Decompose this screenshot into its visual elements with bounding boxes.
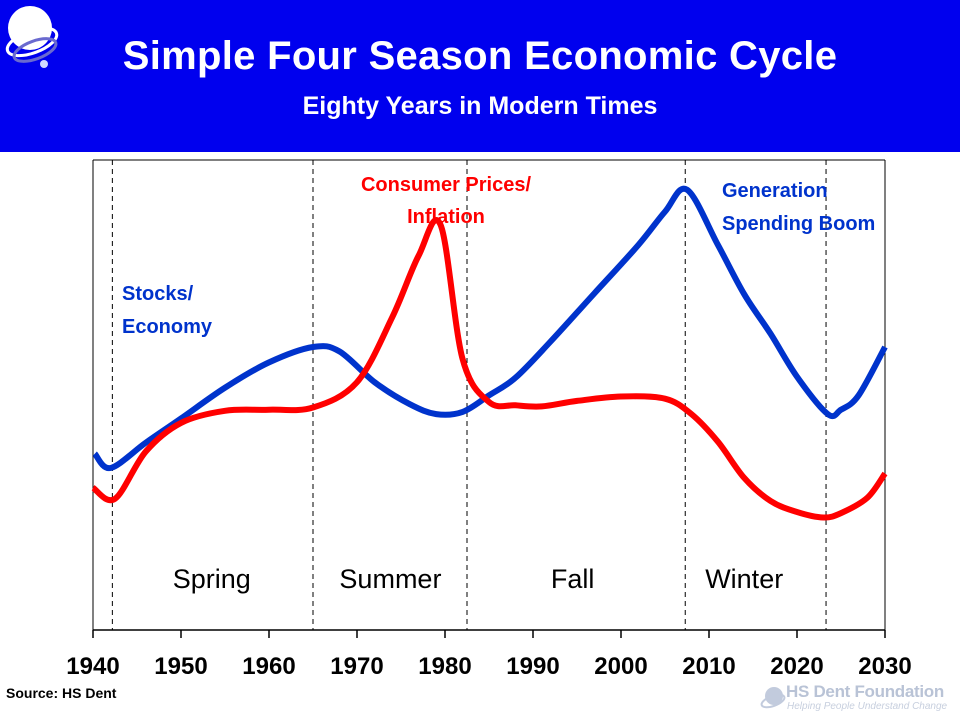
globe-logo-icon — [5, 6, 59, 68]
x-tick-label: 2000 — [594, 653, 647, 680]
x-tick-label: 1960 — [242, 653, 295, 680]
x-tick-label: 1970 — [330, 653, 383, 680]
annotation-line: Spending Boom — [722, 213, 875, 235]
page-subtitle: Eighty Years in Modern Times — [302, 92, 658, 120]
x-tick-label: 1980 — [418, 653, 471, 680]
x-tick-label: 2030 — [858, 653, 911, 680]
season-label: Summer — [339, 564, 441, 594]
annotation-line: Consumer Prices/ — [361, 174, 532, 196]
x-tick-label: 2020 — [770, 653, 823, 680]
hs-dent-foundation-logo: HS Dent Foundation Helping People Unders… — [760, 682, 956, 716]
season-label: Fall — [551, 564, 595, 594]
logo-tagline: Helping People Understand Change — [787, 701, 948, 712]
x-tick-label: 1940 — [66, 653, 119, 680]
season-label: Spring — [173, 564, 251, 594]
annotation-line: Economy — [122, 316, 213, 338]
annotation-line: Inflation — [407, 206, 485, 228]
annotation-consumer-prices-inflation: Consumer Prices/Inflation — [361, 174, 532, 228]
season-label: Winter — [705, 564, 783, 594]
annotation-line: Generation — [722, 180, 828, 202]
source-note: Source: HS Dent — [6, 685, 117, 701]
annotation-generation-spending-boom: Generation Spending Boom — [722, 180, 875, 235]
title-banner: Simple Four Season Economic Cycle Eighty… — [0, 0, 960, 152]
x-tick-label: 1950 — [154, 653, 207, 680]
foundation-logo-icon — [760, 687, 786, 709]
series-line-consumer-prices-inflation — [91, 217, 888, 521]
x-tick-label: 2010 — [682, 653, 735, 680]
series-line-stocks-economy — [92, 185, 888, 472]
logo-name: HS Dent Foundation — [786, 682, 944, 701]
page-title: Simple Four Season Economic Cycle — [122, 34, 838, 78]
annotation-line: Stocks/ — [122, 283, 194, 305]
annotation-stocks-economy: Stocks/Economy — [122, 283, 213, 338]
x-tick-label: 1990 — [506, 653, 559, 680]
